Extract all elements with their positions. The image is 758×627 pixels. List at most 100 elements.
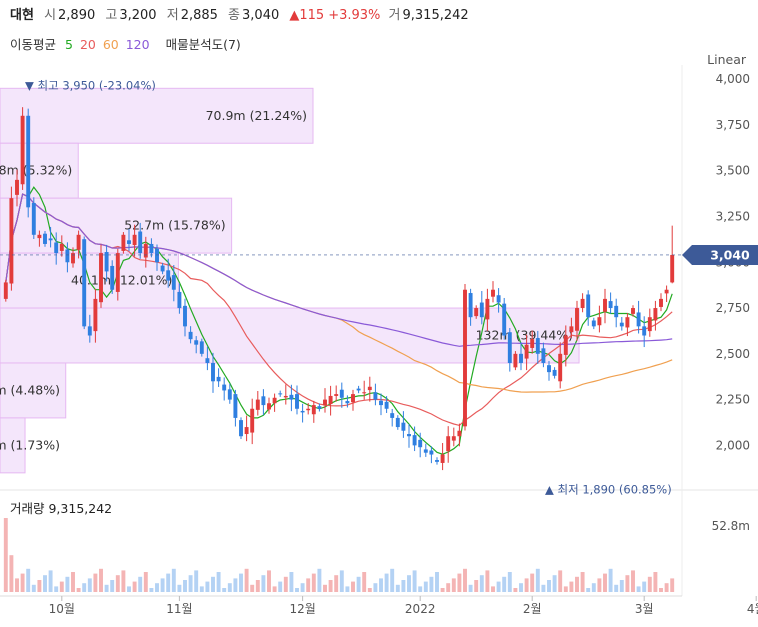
candle-body bbox=[586, 294, 591, 318]
volume-bar bbox=[575, 576, 579, 592]
volume-bar bbox=[513, 588, 518, 592]
candle-body bbox=[239, 420, 243, 437]
volume-bar bbox=[82, 583, 87, 592]
ma-120: 120 bbox=[125, 37, 150, 52]
volume-bar bbox=[300, 583, 305, 592]
candle-body bbox=[334, 394, 339, 396]
volume-bar bbox=[586, 588, 591, 592]
volume-bar bbox=[474, 580, 479, 592]
volume-bar bbox=[351, 581, 355, 592]
volume-bar bbox=[171, 568, 176, 592]
volume-bar bbox=[631, 570, 635, 592]
volume-bar bbox=[132, 581, 137, 592]
volume-bar bbox=[446, 583, 451, 592]
candle-body bbox=[244, 427, 249, 435]
candle-body bbox=[3, 282, 8, 299]
close-value: 3,040 bbox=[242, 8, 280, 23]
volume-bar bbox=[76, 588, 81, 592]
candle-body bbox=[317, 406, 322, 409]
open-label: 시 bbox=[44, 8, 57, 23]
candle-body bbox=[339, 389, 344, 398]
volume-bar bbox=[48, 570, 53, 592]
candle-body bbox=[300, 410, 305, 413]
volume-bar bbox=[138, 576, 143, 592]
candle-body bbox=[524, 344, 529, 359]
markers: 3,040 ▼ 최고 3,950 (-23.04%) ▲ 최저 1,890 (60.… bbox=[0, 78, 758, 497]
volume-bar bbox=[367, 588, 372, 592]
price-header: 대현 시 2,890 고 3,200 저 2,885 종 3,040 ▲115 +3.93… bbox=[10, 4, 475, 23]
candle-body bbox=[423, 449, 428, 453]
candle-body bbox=[479, 302, 484, 318]
volume-bar bbox=[267, 570, 271, 592]
ma-legend-label: 이동평균 bbox=[10, 37, 57, 52]
volume-panel-label: 거래량 9,315,242 bbox=[10, 501, 113, 516]
ma-line-120 bbox=[5, 193, 673, 347]
candle-body bbox=[26, 115, 31, 208]
candle-body bbox=[619, 322, 624, 327]
volume-scale-label: 52.8m bbox=[712, 519, 750, 533]
x-tick-label: 3월 bbox=[635, 602, 654, 616]
ma-60: 60 bbox=[102, 37, 119, 52]
stock-name: 대현 bbox=[10, 8, 34, 23]
ma-5: 5 bbox=[65, 37, 73, 52]
volume-bar bbox=[569, 581, 574, 592]
candle-body bbox=[373, 392, 378, 400]
candle-body bbox=[278, 393, 283, 395]
volume-bar bbox=[188, 575, 193, 592]
candle-body bbox=[283, 395, 288, 398]
volume-bar bbox=[328, 580, 333, 592]
low-marker-label: ▲ 최저 1,890 (60.85%) bbox=[545, 483, 672, 497]
candle-body bbox=[407, 434, 411, 437]
candle-body bbox=[519, 353, 523, 363]
volume-value: 9,315,242 bbox=[402, 8, 469, 23]
volume-bar bbox=[418, 586, 423, 592]
volume-bar bbox=[468, 584, 473, 592]
candle-body bbox=[267, 403, 271, 410]
volume-profile-toggle[interactable]: 매물분석도(7) bbox=[165, 37, 241, 52]
profile-bar bbox=[0, 362, 67, 419]
volume-bar bbox=[272, 586, 277, 592]
candle-body bbox=[99, 253, 103, 303]
candle-body bbox=[233, 394, 238, 418]
candle-body bbox=[255, 399, 260, 410]
ma-legend[interactable]: 이동평균 5 20 60 120 매물분석도(7) bbox=[10, 34, 246, 53]
profile-label: 17.8m (5.32%) bbox=[0, 163, 72, 178]
candle-body bbox=[457, 430, 462, 437]
volume-bar bbox=[127, 586, 131, 592]
candle-body bbox=[54, 242, 59, 254]
volume-bar bbox=[384, 573, 389, 592]
volume-bar bbox=[317, 568, 322, 592]
candle-body bbox=[188, 331, 193, 340]
volume-bar bbox=[15, 578, 19, 592]
candle-body bbox=[93, 298, 98, 332]
scale-mode-button[interactable]: Linear bbox=[707, 52, 746, 67]
profile-label: 132m (39.44%) bbox=[476, 328, 573, 343]
candle-body bbox=[474, 308, 479, 317]
volume-bar bbox=[519, 583, 523, 592]
profile-bar bbox=[0, 417, 26, 474]
candle-body bbox=[636, 312, 641, 327]
high-marker-label: ▼ 최고 3,950 (-23.04%) bbox=[25, 78, 156, 92]
volume-bar bbox=[59, 581, 64, 592]
volume-bar bbox=[362, 572, 367, 592]
candle-body bbox=[82, 239, 87, 327]
volume-bar bbox=[71, 572, 75, 592]
candle-body bbox=[115, 253, 120, 292]
grid bbox=[0, 65, 758, 596]
volume-bar bbox=[345, 586, 350, 592]
volume-bar bbox=[31, 584, 36, 592]
candle-body bbox=[272, 397, 277, 404]
candle-body bbox=[597, 317, 602, 326]
volume-bar bbox=[93, 573, 98, 592]
candle-body bbox=[547, 365, 551, 373]
candle-body bbox=[614, 305, 619, 318]
volume-bar bbox=[491, 586, 495, 592]
volume-bar bbox=[664, 583, 669, 592]
volume-bar bbox=[211, 576, 215, 592]
volume-bar bbox=[339, 570, 344, 592]
volume-bar bbox=[121, 570, 126, 592]
volume-bar bbox=[199, 586, 204, 592]
x-tick-label: 2월 bbox=[523, 602, 542, 616]
volume-bar bbox=[261, 575, 266, 592]
